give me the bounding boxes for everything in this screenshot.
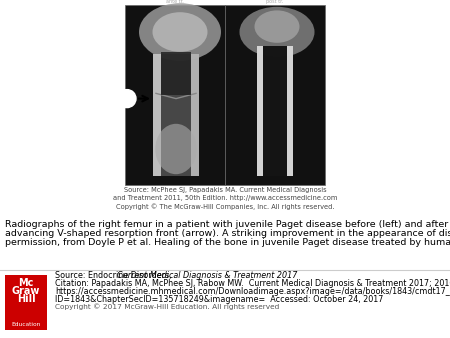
Bar	[191, 54, 199, 176]
Bar	[125, 5, 225, 185]
Text: ante tr.: ante tr.	[166, 0, 184, 4]
Text: ID=1843&ChapterSecID=135718249&imagename=  Accessed: October 24, 2017: ID=1843&ChapterSecID=135718249&imagename…	[55, 295, 383, 304]
Bar	[257, 46, 293, 176]
Text: Source: McPhee SJ, Papadakis MA. Current Medical Diagnosis
and Treatment 2011, 5: Source: McPhee SJ, Papadakis MA. Current…	[113, 187, 337, 210]
Text: https://accessmedicine.mhmedical.com/Downloadimage.aspx?image=/data/books/1843/c: https://accessmedicine.mhmedical.com/Dow…	[55, 287, 450, 296]
Text: Graw: Graw	[12, 286, 40, 296]
Bar	[153, 54, 161, 176]
Text: Copyright © 2017 McGraw-Hill Education. All rights reserved: Copyright © 2017 McGraw-Hill Education. …	[55, 303, 279, 310]
Ellipse shape	[155, 124, 197, 174]
Text: advancing V-shaped resorption front (arrow). A striking improvement in the appea: advancing V-shaped resorption front (arr…	[5, 229, 450, 238]
Text: Radiographs of the right femur in a patient with juvenile Paget disease before (: Radiographs of the right femur in a pati…	[5, 220, 450, 229]
Text: Education: Education	[11, 322, 40, 327]
Bar	[225, 5, 325, 185]
Bar	[161, 52, 191, 95]
Bar	[263, 46, 287, 176]
Text: Mc: Mc	[18, 278, 34, 288]
Circle shape	[118, 90, 136, 107]
Text: Source: Endocrine Disorders,: Source: Endocrine Disorders,	[55, 271, 174, 280]
Text: permission, from Doyle P et al. Healing of the bone in juvenile Paget disease tr: permission, from Doyle P et al. Healing …	[5, 238, 450, 247]
Text: Current Medical Diagnosis & Treatment 2017: Current Medical Diagnosis & Treatment 20…	[117, 271, 297, 280]
Bar	[287, 46, 293, 176]
Ellipse shape	[153, 12, 207, 52]
Bar	[257, 46, 263, 176]
Text: Hill: Hill	[17, 294, 35, 304]
Text: post tr.: post tr.	[266, 0, 284, 4]
Ellipse shape	[139, 3, 221, 61]
Text: Citation: Papadakis MA, McPhee SJ, Rabow MW.  Current Medical Diagnosis & Treatm: Citation: Papadakis MA, McPhee SJ, Rabow…	[55, 279, 450, 288]
Ellipse shape	[239, 7, 315, 57]
Ellipse shape	[255, 10, 300, 43]
Bar	[153, 54, 199, 176]
Bar	[5, 275, 47, 330]
